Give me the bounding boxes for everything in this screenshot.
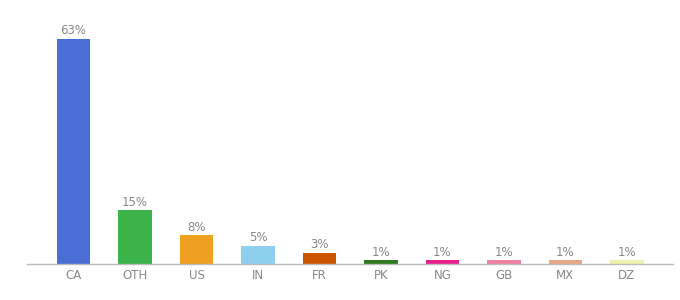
Bar: [118, 210, 152, 264]
Bar: [610, 260, 644, 264]
Text: 1%: 1%: [494, 246, 513, 259]
Bar: [180, 236, 214, 264]
Text: 63%: 63%: [61, 24, 86, 37]
Bar: [487, 260, 521, 264]
Text: 1%: 1%: [556, 246, 575, 259]
Bar: [241, 246, 275, 264]
Text: 1%: 1%: [433, 246, 452, 259]
Text: 1%: 1%: [617, 246, 636, 259]
Text: 15%: 15%: [122, 196, 148, 208]
Bar: [364, 260, 398, 264]
Bar: [549, 260, 582, 264]
Bar: [426, 260, 460, 264]
Text: 1%: 1%: [372, 246, 390, 259]
Text: 8%: 8%: [187, 220, 206, 234]
Text: 3%: 3%: [310, 238, 328, 251]
Text: 5%: 5%: [249, 231, 267, 244]
Bar: [303, 253, 337, 264]
Bar: [56, 39, 90, 264]
